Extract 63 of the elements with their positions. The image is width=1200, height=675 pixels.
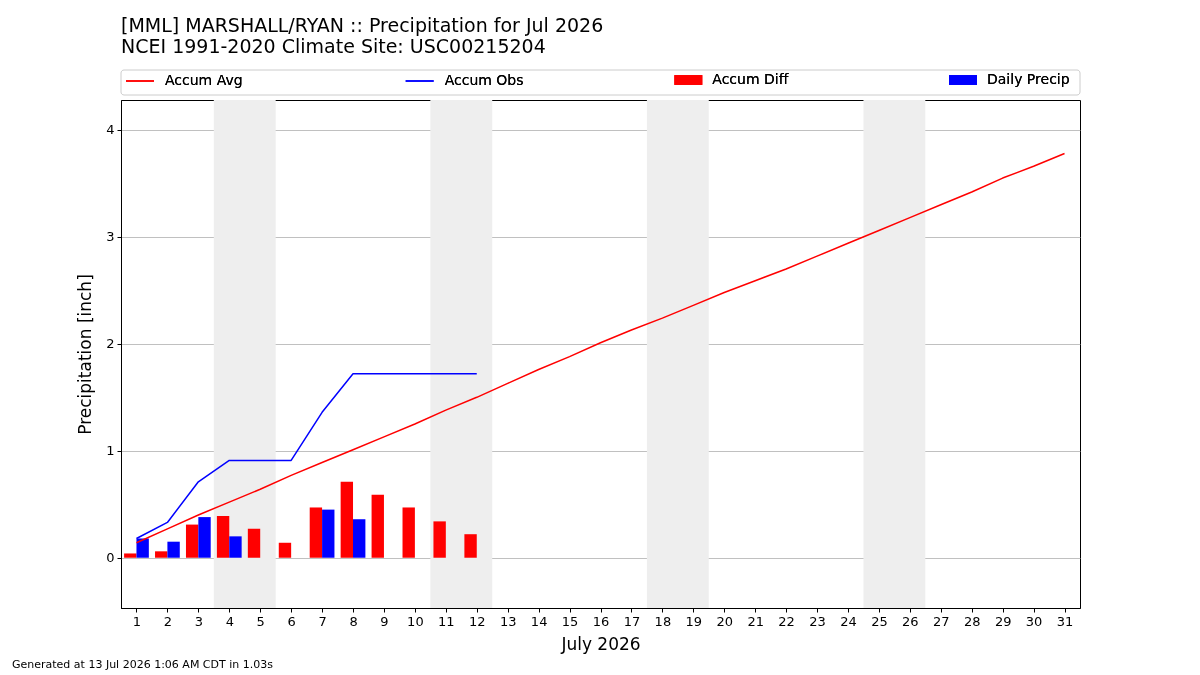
bar bbox=[309, 507, 323, 558]
x-tick-label: 16 bbox=[592, 613, 610, 629]
x-tick-label: 3 bbox=[194, 613, 203, 629]
x-tick-label: 15 bbox=[561, 613, 579, 629]
legend-label: Accum Diff bbox=[712, 71, 789, 87]
bar bbox=[433, 521, 446, 558]
y-tick-label: 3 bbox=[106, 229, 115, 245]
bar bbox=[167, 541, 180, 558]
x-tick-label: 27 bbox=[933, 613, 950, 629]
x-tick-label: 6 bbox=[287, 613, 296, 629]
y-tick-label: 1 bbox=[106, 443, 115, 459]
x-tick-label: 29 bbox=[994, 613, 1012, 629]
x-tick-label: 18 bbox=[654, 613, 672, 629]
x-tick-label: 17 bbox=[623, 613, 641, 629]
x-tick-label: 8 bbox=[349, 613, 358, 629]
text: Generated at 13 Jul 2026 1:06 AM CDT in 1.03s bbox=[12, 658, 274, 671]
bar bbox=[247, 528, 261, 558]
x-tick-label: 13 bbox=[499, 613, 517, 629]
legend-label: Accum Avg bbox=[165, 72, 243, 88]
x-tick-label: 9 bbox=[380, 613, 389, 629]
y-tick-label: 2 bbox=[106, 336, 115, 352]
bar bbox=[371, 494, 384, 558]
bar bbox=[402, 507, 415, 558]
bar bbox=[353, 519, 366, 558]
line-series bbox=[135, 152, 1066, 544]
bar bbox=[278, 542, 292, 558]
y-tick-label: 0 bbox=[106, 550, 115, 566]
x-tick-label: 19 bbox=[685, 613, 703, 629]
x-tick-label: 7 bbox=[318, 613, 327, 629]
x-tick-label: 28 bbox=[963, 613, 981, 629]
x-tick-label: 10 bbox=[407, 613, 424, 629]
legend-label: Accum Obs bbox=[444, 72, 524, 88]
x-tick-label: 11 bbox=[438, 613, 455, 629]
x-tick-label: 1 bbox=[132, 613, 142, 629]
x-tick-label: 12 bbox=[468, 613, 486, 629]
chart-subtitle: NCEI 1991-2020 Climate Site: USC00215204 bbox=[121, 35, 546, 57]
bar bbox=[198, 517, 211, 558]
bar bbox=[216, 516, 230, 558]
x-tick-label: 25 bbox=[871, 613, 888, 629]
bar bbox=[464, 534, 477, 558]
x-tick-label: 21 bbox=[747, 613, 764, 629]
bar bbox=[229, 536, 242, 558]
bar bbox=[155, 551, 168, 558]
x-tick-label: 30 bbox=[1025, 613, 1043, 629]
x-axis-title: July 2026 bbox=[560, 633, 641, 654]
bar bbox=[340, 481, 354, 558]
legend-label: Daily Precip bbox=[987, 71, 1070, 87]
x-tick-label: 24 bbox=[840, 613, 857, 629]
bar bbox=[185, 524, 199, 558]
bar bbox=[124, 553, 137, 558]
y-axis-title: Precipitation [inch] bbox=[75, 274, 96, 435]
x-tick-label: 22 bbox=[778, 613, 795, 629]
x-tick-label: 4 bbox=[225, 613, 234, 629]
x-tick-label: 23 bbox=[809, 613, 826, 629]
y-tick-label: 4 bbox=[106, 122, 115, 138]
chart-title: [MML] MARSHALL/RYAN :: Precipitation for Jul 2026 bbox=[121, 14, 604, 36]
x-tick-label: 14 bbox=[530, 613, 548, 629]
x-tick-label: 5 bbox=[256, 613, 265, 629]
x-tick-label: 31 bbox=[1056, 613, 1074, 629]
x-tick-label: 20 bbox=[716, 613, 734, 629]
bar bbox=[322, 509, 335, 558]
x-tick-label: 2 bbox=[163, 613, 173, 629]
x-tick-label: 26 bbox=[902, 613, 919, 629]
